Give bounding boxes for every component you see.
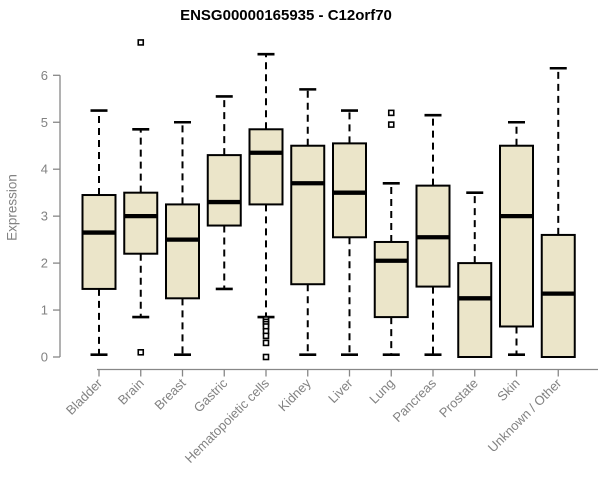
boxplot-hematopoietic-cells: [248, 52, 284, 361]
outlier-point: [262, 339, 270, 347]
iqr-box: [81, 194, 117, 290]
y-tick-label: 5: [41, 115, 48, 130]
y-axis-title: Expression: [4, 174, 20, 241]
outlier-point: [262, 332, 270, 340]
iqr-box: [248, 128, 284, 206]
boxplot-prostate: [457, 191, 493, 359]
y-tick-label: 4: [41, 162, 48, 177]
iqr-box: [206, 154, 242, 227]
y-tick-label: 3: [41, 209, 48, 224]
boxplot-pancreas: [415, 113, 451, 356]
boxplot-lung: [373, 109, 409, 356]
x-tick-label: Gastric: [191, 375, 231, 415]
y-tick-label: 0: [41, 350, 48, 365]
x-tick-label: Lung: [366, 376, 397, 407]
iqr-box: [123, 191, 159, 255]
iqr-box: [165, 203, 200, 300]
iqr-box: [290, 144, 326, 286]
chart-title: ENSG00000165935 - C12orf70: [180, 7, 392, 24]
x-tick-label: Skin: [494, 376, 522, 404]
iqr-box: [373, 240, 409, 319]
boxplot-skin: [499, 120, 534, 356]
boxplot-bladder: [81, 109, 117, 356]
y-tick-label: 6: [41, 68, 48, 83]
boxplot-breast: [165, 120, 200, 356]
outlier-point: [137, 39, 145, 46]
x-tick-label: Bladder: [63, 375, 106, 418]
y-tick-label: 2: [41, 256, 48, 271]
boxplot-kidney: [290, 88, 326, 356]
x-tick-label: Pancreas: [390, 375, 440, 425]
x-tick-label: Brain: [115, 376, 147, 408]
boxplot-unknown-other: [540, 66, 576, 358]
x-tick-label: Liver: [325, 375, 356, 406]
iqr-box: [332, 142, 367, 239]
boxplot-brain: [123, 39, 159, 356]
outlier-point: [387, 121, 395, 128]
boxplot-liver: [332, 109, 367, 356]
y-tick-label: 1: [41, 303, 48, 318]
iqr-box: [457, 262, 493, 359]
x-tick-label: Unknown / Other: [485, 375, 565, 455]
iqr-box: [540, 233, 576, 358]
iqr-box: [499, 144, 534, 328]
outlier-point: [137, 349, 145, 356]
boxplot-gastric: [206, 95, 242, 291]
x-tick-label: Kidney: [275, 375, 314, 414]
outlier-point: [262, 353, 270, 361]
outlier-point: [387, 109, 395, 117]
x-tick-label: Prostate: [436, 376, 481, 421]
x-tick-label: Breast: [151, 375, 188, 412]
